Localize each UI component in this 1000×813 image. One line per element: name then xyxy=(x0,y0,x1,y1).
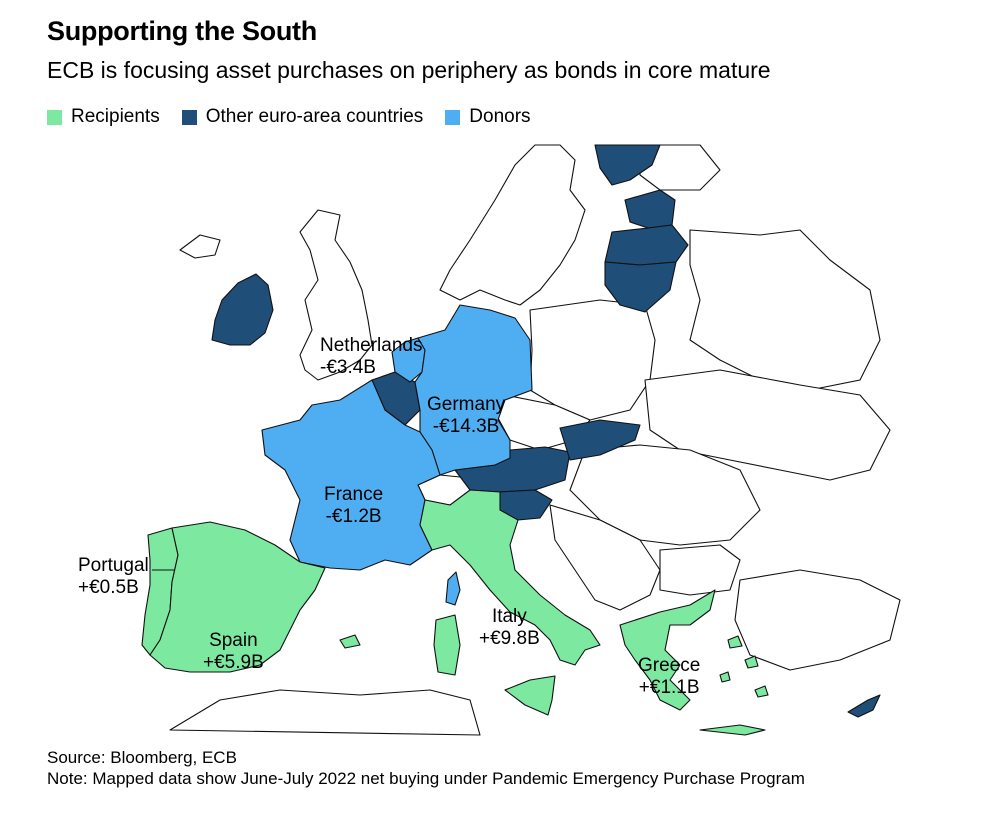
finland-outline xyxy=(639,144,721,191)
sardinia xyxy=(433,614,461,676)
footnote: Note: Mapped data show June-July 2022 ne… xyxy=(47,769,805,788)
source-note: Source: Bloomberg, ECB xyxy=(47,748,237,767)
label-netherlands: Netherlands -€3.4B xyxy=(320,335,423,378)
latvia xyxy=(604,224,689,266)
greece xyxy=(619,589,716,711)
spain xyxy=(149,521,326,673)
hungary-romania-outline xyxy=(569,444,761,546)
label-spain: Spain +€5.9B xyxy=(203,630,264,673)
legend-label-recipients: Recipients xyxy=(71,106,160,127)
aegean-islands xyxy=(719,635,769,698)
slovakia xyxy=(559,419,641,461)
label-france: France -€1.2B xyxy=(324,484,384,527)
legend-label-other: Other euro-area countries xyxy=(205,106,424,127)
north-africa-outline xyxy=(169,689,481,736)
label-germany: Germany -€14.3B xyxy=(427,394,506,437)
chart-subtitle: ECB is focusing asset purchases on perip… xyxy=(47,57,771,83)
europe-map xyxy=(141,144,901,736)
label-portugal: Portugal +€0.5B xyxy=(78,555,149,598)
corsica xyxy=(445,571,461,606)
russia-belarus-outline xyxy=(689,229,881,391)
legend-swatch-other xyxy=(181,109,197,125)
uk-outline xyxy=(299,209,373,381)
legend-label-donors: Donors xyxy=(469,106,531,127)
legend: Recipients Other euro-area countries Don… xyxy=(47,104,553,130)
label-greece: Greece +€1.1B xyxy=(638,655,701,698)
lithuania xyxy=(604,261,677,313)
legend-swatch-recipients xyxy=(47,109,62,125)
cyprus xyxy=(847,694,881,718)
ukraine-outline xyxy=(644,369,891,481)
italy xyxy=(419,489,601,666)
balkans-outline xyxy=(549,504,661,611)
finland xyxy=(594,144,661,186)
estonia xyxy=(624,189,676,229)
sicily xyxy=(504,675,556,716)
turkey-outline xyxy=(734,569,901,671)
scotland-islands-outline xyxy=(179,234,221,259)
germany xyxy=(414,304,533,476)
label-italy: Italy +€9.8B xyxy=(479,606,540,649)
chart-title: Supporting the South xyxy=(47,16,317,46)
poland-outline xyxy=(529,299,656,421)
legend-item-donors: Donors xyxy=(445,106,531,128)
norway-sweden-outline xyxy=(439,144,586,306)
bulgaria-outline xyxy=(659,544,741,596)
legend-item-recipients: Recipients xyxy=(47,106,160,128)
ireland xyxy=(211,273,274,346)
legend-item-other: Other euro-area countries xyxy=(181,106,424,128)
legend-swatch-donors xyxy=(445,109,461,125)
crete xyxy=(699,724,766,736)
balearic-islands xyxy=(339,634,361,649)
